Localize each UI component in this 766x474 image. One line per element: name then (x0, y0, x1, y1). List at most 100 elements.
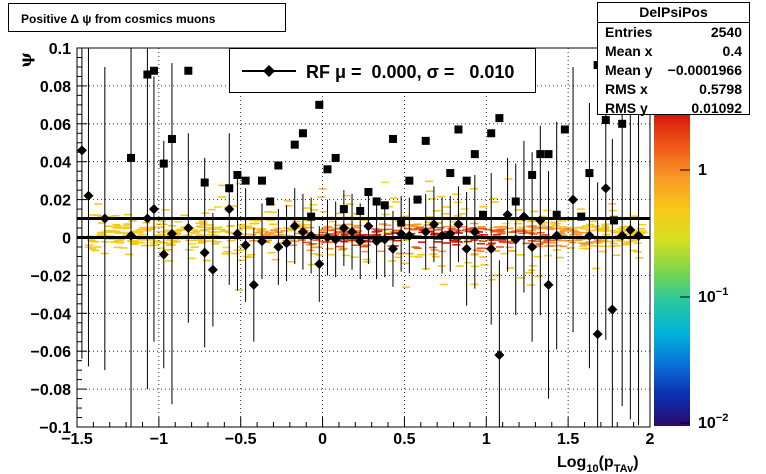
heat-cell (238, 259, 246, 262)
heat-cell (516, 228, 525, 231)
heat-cell (333, 231, 342, 233)
heat-cell (286, 239, 295, 241)
heat-cell (132, 234, 141, 237)
heat-cell (480, 239, 489, 241)
diamond-marker (126, 230, 137, 241)
diamond-marker (273, 241, 284, 252)
heat-cell (418, 241, 426, 243)
heat-cell (424, 227, 433, 230)
diamond-marker (347, 226, 358, 237)
diamond-marker (543, 279, 554, 290)
diamond-marker (314, 259, 325, 270)
heat-cell (390, 197, 399, 199)
heat-cell (208, 208, 216, 211)
fit-label: RF μ = 0.000, σ = 0.010 (306, 62, 515, 82)
heat-cell (555, 231, 564, 234)
heat-cell (499, 226, 508, 228)
heat-cell (450, 239, 459, 242)
heat-cell (198, 240, 207, 243)
square-marker (290, 140, 299, 149)
heat-cell (381, 213, 390, 216)
heat-cell (559, 234, 568, 236)
diamond-marker (289, 221, 300, 232)
heat-cell (218, 184, 227, 187)
heat-cell (476, 250, 485, 252)
heat-cell (532, 240, 540, 243)
square-marker (528, 170, 537, 179)
heat-cell (321, 241, 330, 244)
y-tick-label: 0.06 (40, 117, 71, 134)
heat-cell (362, 244, 371, 246)
heat-cell (497, 232, 506, 235)
heat-cell (302, 207, 311, 209)
diamond-marker (486, 243, 497, 254)
y-tick-label: −0.08 (31, 382, 72, 399)
heat-cell (121, 227, 130, 229)
heat-cell (287, 228, 296, 230)
heat-cell (155, 241, 163, 243)
square-marker (364, 188, 373, 197)
heat-cell (633, 251, 642, 253)
square-marker (167, 134, 176, 143)
square-marker (601, 116, 610, 125)
stats-row-rms-y: RMS y 0.01092 (598, 99, 749, 118)
diamond-marker (568, 194, 579, 205)
heat-cell (202, 259, 211, 262)
heat-cell (416, 254, 425, 256)
heat-cell (180, 214, 189, 216)
heat-cell (170, 241, 179, 243)
heat-cell (635, 257, 644, 259)
heat-cell (308, 243, 317, 245)
diamond-marker (437, 230, 448, 241)
heat-cell (174, 229, 182, 232)
heat-cell (352, 232, 360, 234)
heat-cell (560, 228, 568, 230)
diamond-marker (207, 264, 218, 275)
heat-cell (274, 231, 283, 234)
heat-cell (206, 226, 215, 229)
heat-cell (453, 215, 462, 217)
heat-cell (424, 221, 433, 224)
heat-cell (583, 248, 592, 250)
heat-cell (579, 231, 588, 234)
stats-row-entries: Entries 2540 (598, 23, 749, 42)
stats-label: RMS x (605, 81, 648, 97)
heat-cell (518, 232, 527, 235)
heat-cell (162, 249, 171, 252)
heat-cell (543, 245, 552, 248)
heat-cell (112, 223, 121, 226)
heat-cell (530, 210, 539, 213)
axis-titles: Log10(pTAv) ψ (16, 52, 639, 474)
heat-cell (425, 180, 433, 183)
heat-cell (328, 233, 337, 235)
square-marker (298, 129, 307, 138)
heat-cell (465, 227, 474, 230)
heat-cell (553, 227, 562, 230)
square-marker (405, 176, 414, 185)
heat-cell (500, 252, 509, 255)
heat-cell (280, 230, 289, 232)
heat-cell (517, 219, 526, 222)
heat-cell (497, 239, 506, 241)
square-marker (356, 206, 365, 215)
heat-cell (164, 234, 172, 236)
heat-cell (391, 201, 400, 203)
heat-cell (416, 226, 424, 229)
heat-cell (207, 231, 216, 233)
heat-cell (460, 208, 469, 210)
heat-cell (226, 224, 235, 227)
stats-value: 0.01092 (691, 100, 742, 116)
heat-cell (464, 240, 472, 243)
heat-cell (165, 242, 174, 245)
heat-cell (229, 205, 238, 207)
heat-cell (314, 246, 323, 248)
heat-cell (551, 225, 560, 227)
square-marker (544, 150, 553, 159)
heat-cell (198, 220, 207, 223)
x-tick-label: 1 (482, 431, 491, 448)
heat-cell (492, 234, 501, 236)
heat-cell (341, 232, 350, 235)
colorbar-label: 10−2 (698, 412, 728, 432)
heat-cell (564, 239, 573, 242)
heat-cell (312, 239, 321, 241)
